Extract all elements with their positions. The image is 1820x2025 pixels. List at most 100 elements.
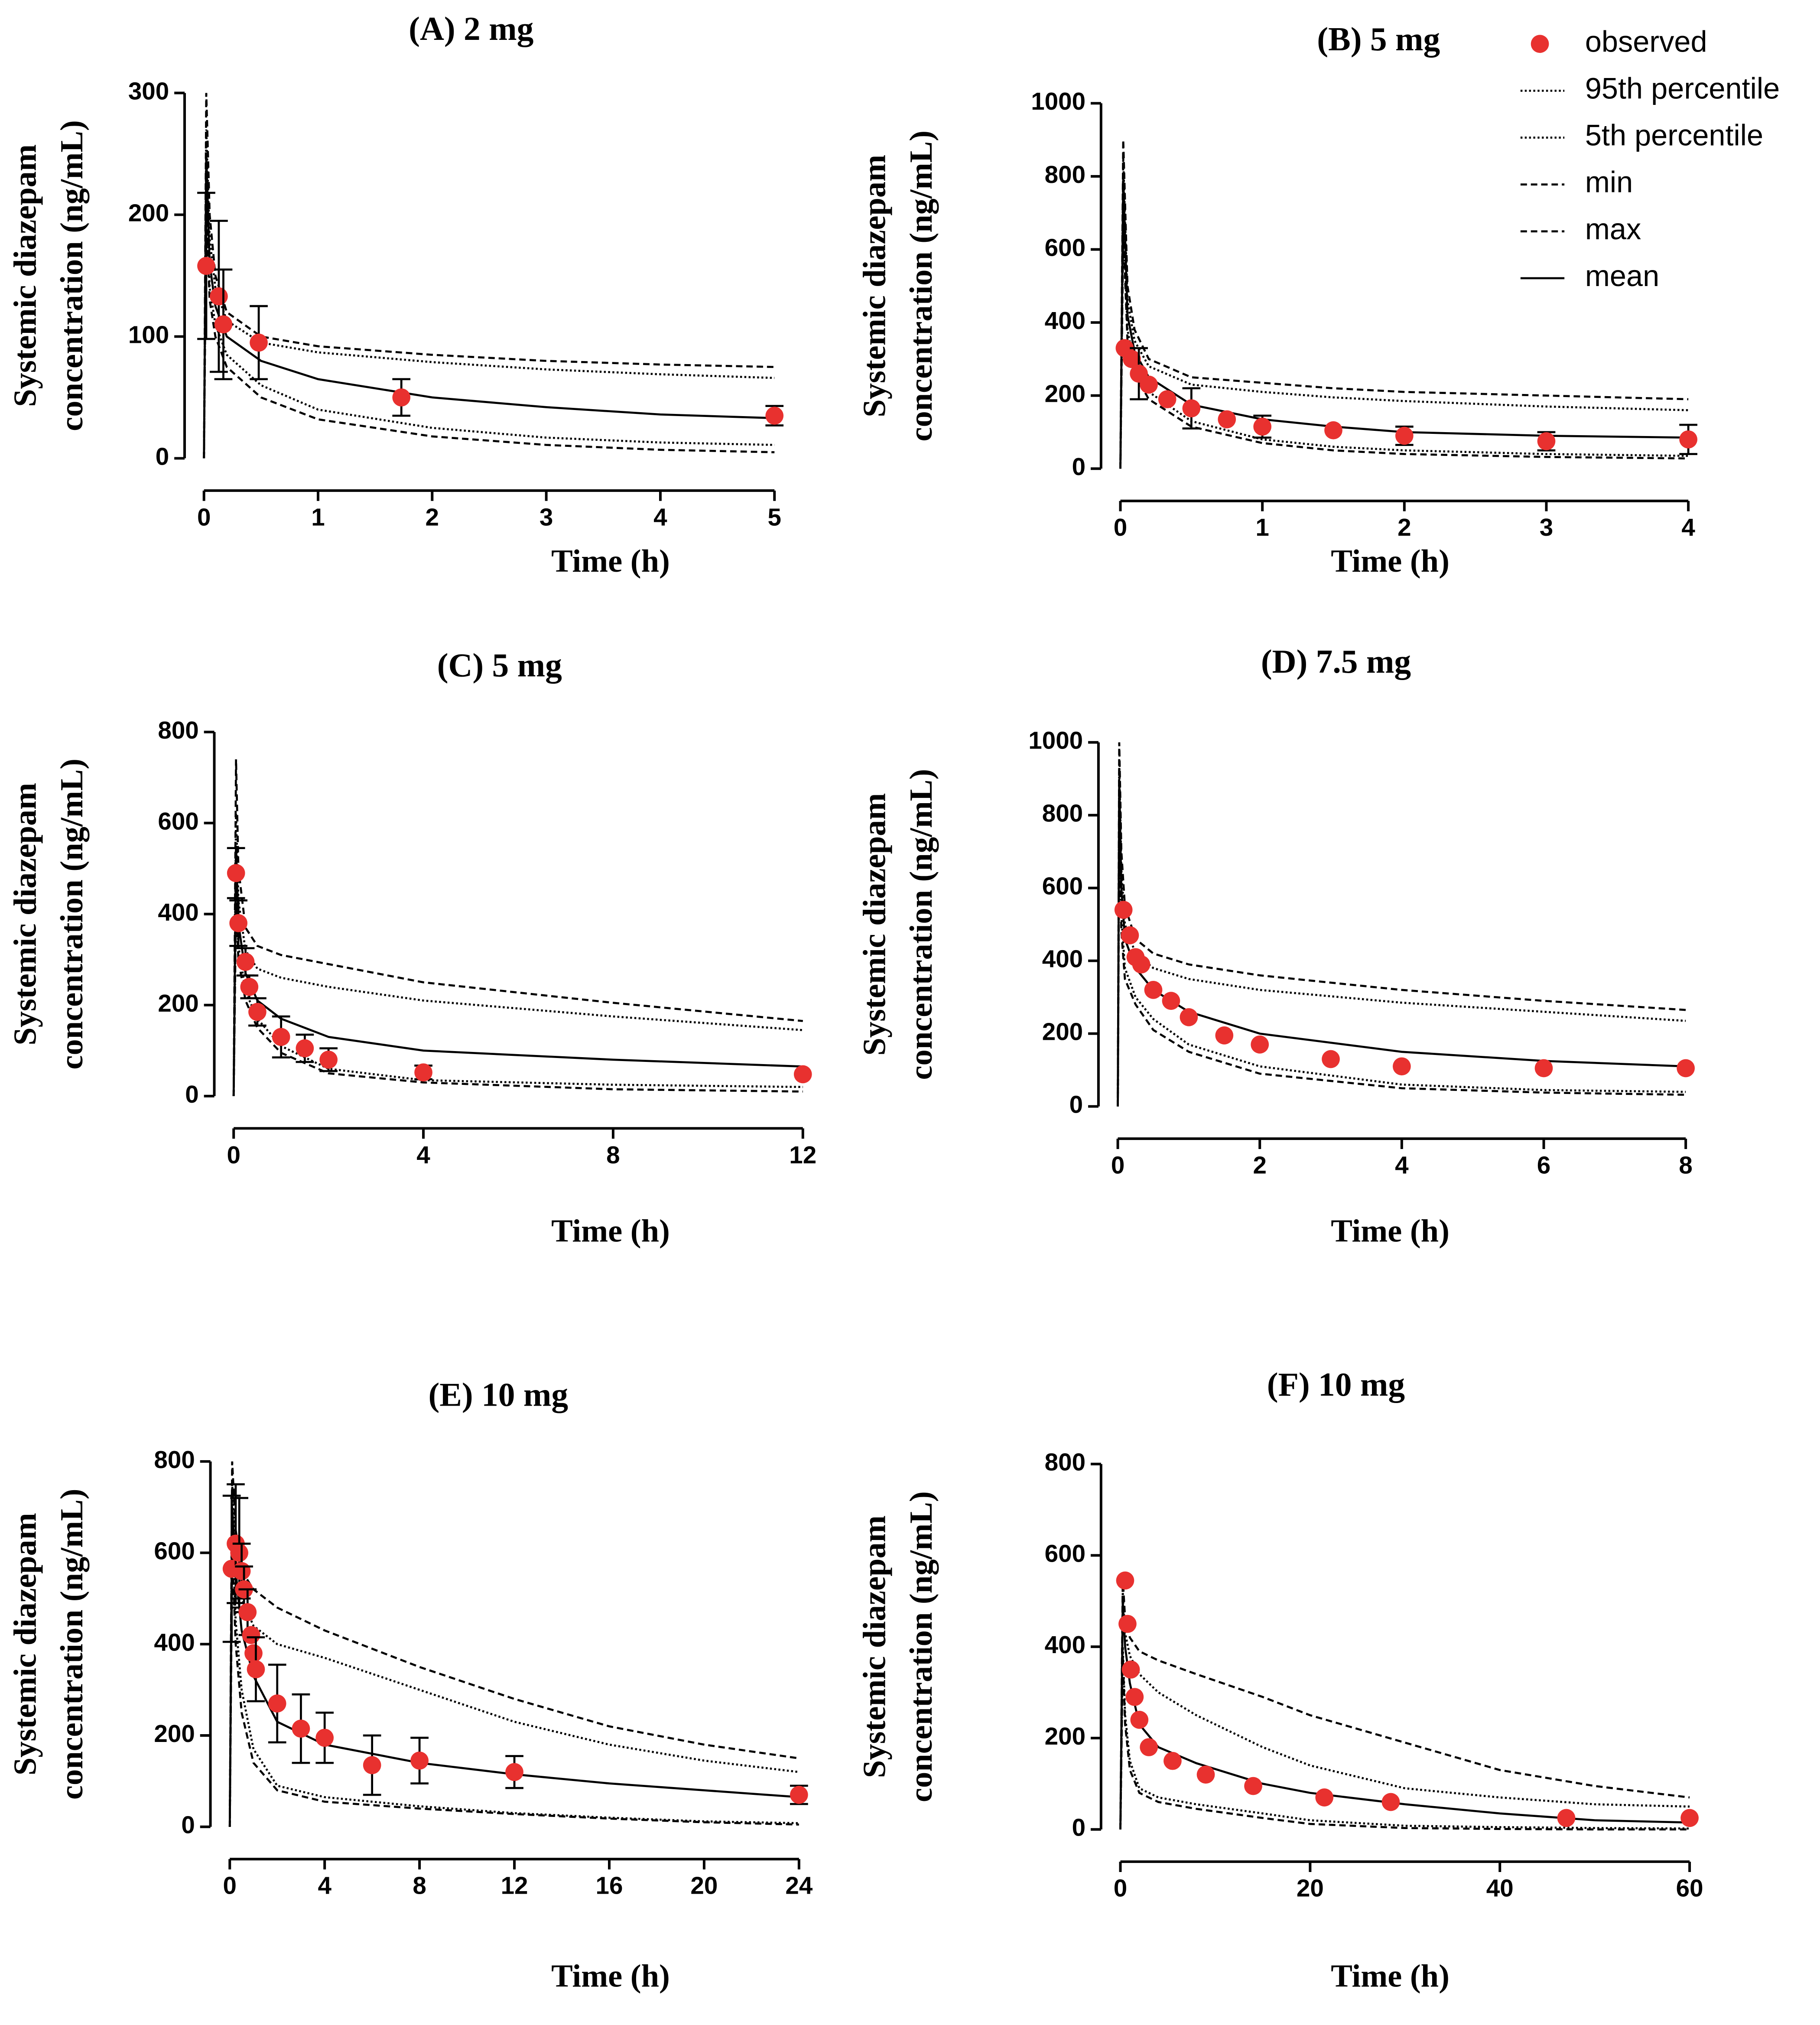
x-axis-label: Time (h) xyxy=(551,1214,670,1249)
observed-point xyxy=(1158,390,1176,408)
y-tick-label: 400 xyxy=(1042,945,1083,973)
panel: (A) 2 mg Time (h) Systemic diazepam concent… xyxy=(8,10,784,579)
y-tick-label: 800 xyxy=(1045,161,1086,188)
y-axis-label: Systemic diazepam xyxy=(8,144,43,407)
observed-point xyxy=(1196,1765,1215,1784)
x-tick-label: 40 xyxy=(1486,1875,1514,1902)
observed-point xyxy=(1122,350,1141,368)
curve xyxy=(1117,760,1686,1107)
observed-point xyxy=(242,1626,260,1644)
observed-point xyxy=(319,1051,338,1069)
x-tick-label: 8 xyxy=(606,1141,620,1169)
observed-point xyxy=(1215,1026,1234,1045)
chart-title: (E) 10 mg xyxy=(429,1376,569,1413)
y-axis-label: Systemic diazepam xyxy=(857,1515,893,1778)
observed-point xyxy=(1244,1777,1262,1795)
observed-point xyxy=(1125,1688,1144,1706)
observed-point xyxy=(1140,1738,1158,1756)
observed-point xyxy=(240,978,259,996)
curve xyxy=(232,905,803,1096)
y-tick-label: 200 xyxy=(1045,1722,1086,1750)
x-tick-label: 12 xyxy=(789,1141,816,1169)
curve xyxy=(1117,778,1686,1107)
observed-point xyxy=(236,953,255,971)
legend-label: mean xyxy=(1585,259,1659,293)
panel: (D) 7.5 mg Time (h) Systemic diazepam conce… xyxy=(857,643,1695,1249)
curve xyxy=(228,1461,800,1827)
observed-point xyxy=(392,388,411,407)
curve xyxy=(203,190,775,459)
observed-point xyxy=(1144,981,1163,999)
observed-point xyxy=(1251,1035,1269,1054)
y-tick-label: 600 xyxy=(1045,234,1086,261)
observed-point xyxy=(229,914,247,932)
panel: (E) 10 mg Time (h) Systemic diazepam concen… xyxy=(8,1376,813,1994)
observed-point xyxy=(1121,926,1139,944)
y-axis-label: concentration (ng/mL) xyxy=(54,120,90,431)
y-tick-label: 800 xyxy=(1042,800,1083,827)
observed-point xyxy=(1679,430,1697,449)
observed-point xyxy=(1537,432,1556,450)
x-tick-label: 60 xyxy=(1676,1875,1703,1902)
chart-title: (B) 5 mg xyxy=(1317,20,1440,58)
y-tick-label: 600 xyxy=(1045,1540,1086,1567)
x-axis-label: Time (h) xyxy=(1331,1214,1450,1249)
observed-point xyxy=(1118,1615,1137,1633)
observed-point xyxy=(1253,417,1272,436)
curve xyxy=(1119,158,1689,469)
y-tick-label: 800 xyxy=(158,716,198,744)
y-tick-label: 600 xyxy=(158,807,198,835)
legend-label: 5th percentile xyxy=(1585,119,1763,152)
observed-point xyxy=(248,1003,266,1021)
y-tick-label: 400 xyxy=(1045,1631,1086,1658)
observed-point xyxy=(296,1039,314,1058)
observed-point xyxy=(1114,901,1133,919)
y-tick-label: 0 xyxy=(1072,453,1086,480)
x-tick-label: 0 xyxy=(227,1141,240,1169)
observed-point xyxy=(1315,1788,1334,1807)
y-tick-label: 800 xyxy=(1045,1449,1086,1476)
x-tick-label: 2 xyxy=(426,503,439,531)
y-tick-label: 1000 xyxy=(1031,88,1086,115)
observed-point xyxy=(1130,1710,1149,1729)
observed-point xyxy=(315,1729,334,1747)
legend-label: 95th percentile xyxy=(1585,72,1780,105)
x-tick-label: 0 xyxy=(1114,1875,1127,1902)
chart-title: (A) 2 mg xyxy=(409,10,533,47)
observed-point xyxy=(505,1763,523,1781)
y-axis-label: concentration (ng/mL) xyxy=(54,1489,90,1800)
y-axis-label: Systemic diazepam xyxy=(857,793,893,1056)
observed-point xyxy=(793,1065,812,1084)
curve xyxy=(228,1530,799,1827)
x-axis-label: Time (h) xyxy=(551,544,670,579)
observed-point xyxy=(197,257,215,275)
curve xyxy=(1119,1601,1690,1830)
observed-point xyxy=(1140,375,1158,394)
observed-point xyxy=(1132,955,1150,973)
chart-title: (D) 7.5 mg xyxy=(1261,643,1411,680)
legend-label: max xyxy=(1585,212,1641,246)
legend-label: observed xyxy=(1585,25,1707,58)
observed-point xyxy=(214,315,233,334)
observed-point xyxy=(1395,426,1414,445)
observed-point xyxy=(1677,1059,1695,1078)
observed-point xyxy=(1162,992,1180,1010)
x-tick-label: 8 xyxy=(413,1872,426,1899)
y-tick-label: 400 xyxy=(154,1628,195,1656)
x-tick-label: 12 xyxy=(501,1872,528,1899)
x-tick-label: 4 xyxy=(653,503,667,531)
curve xyxy=(1119,1592,1690,1830)
y-tick-label: 200 xyxy=(1045,380,1086,407)
observed-point xyxy=(250,333,268,352)
y-tick-label: 0 xyxy=(1072,1814,1086,1841)
x-tick-label: 24 xyxy=(785,1872,812,1899)
y-tick-label: 600 xyxy=(154,1537,195,1565)
y-tick-label: 0 xyxy=(181,1811,195,1839)
observed-point xyxy=(1557,1809,1576,1827)
curve xyxy=(203,129,775,459)
panel: (F) 10 mg Time (h) Systemic diazepam concen… xyxy=(857,1366,1703,1994)
curve xyxy=(1119,1656,1690,1831)
x-tick-label: 4 xyxy=(318,1872,332,1899)
observed-point xyxy=(414,1063,432,1082)
